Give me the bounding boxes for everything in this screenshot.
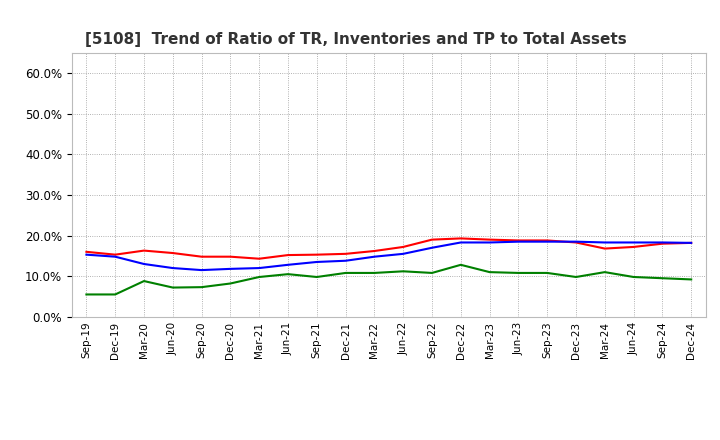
Trade Payables [341, 270, 350, 275]
Inventories [543, 239, 552, 244]
Trade Receivables [600, 246, 609, 251]
Trade Receivables [370, 248, 379, 253]
Trade Payables [370, 270, 379, 275]
Trade Receivables [168, 250, 177, 256]
Inventories [687, 240, 696, 246]
Trade Payables [658, 275, 667, 281]
Trade Payables [226, 281, 235, 286]
Trade Receivables [428, 237, 436, 242]
Trade Receivables [514, 238, 523, 243]
Trade Receivables [399, 244, 408, 249]
Trade Payables [399, 269, 408, 274]
Inventories [226, 266, 235, 271]
Trade Receivables [284, 253, 292, 258]
Inventories [284, 262, 292, 268]
Trade Payables [82, 292, 91, 297]
Trade Payables [600, 269, 609, 275]
Inventories [255, 265, 264, 271]
Inventories [658, 240, 667, 245]
Inventories [312, 259, 321, 264]
Trade Payables [255, 275, 264, 280]
Inventories [399, 251, 408, 257]
Trade Payables [140, 279, 148, 284]
Inventories [197, 268, 206, 273]
Inventories [572, 239, 580, 244]
Trade Receivables [82, 249, 91, 254]
Trade Payables [312, 275, 321, 280]
Line: Inventories: Inventories [86, 242, 691, 270]
Inventories [82, 252, 91, 257]
Trade Receivables [255, 256, 264, 261]
Trade Payables [428, 270, 436, 275]
Trade Payables [456, 262, 465, 268]
Inventories [456, 240, 465, 245]
Trade Payables [687, 277, 696, 282]
Trade Payables [485, 269, 494, 275]
Trade Receivables [341, 251, 350, 257]
Line: Trade Receivables: Trade Receivables [86, 238, 691, 259]
Inventories [514, 239, 523, 244]
Inventories [485, 240, 494, 245]
Inventories [111, 254, 120, 259]
Trade Payables [629, 275, 638, 280]
Trade Receivables [226, 254, 235, 259]
Line: Trade Payables: Trade Payables [86, 265, 691, 294]
Trade Receivables [197, 254, 206, 259]
Trade Payables [543, 270, 552, 275]
Trade Receivables [140, 248, 148, 253]
Inventories [140, 261, 148, 267]
Trade Payables [284, 271, 292, 277]
Trade Payables [168, 285, 177, 290]
Trade Payables [111, 292, 120, 297]
Trade Receivables [543, 238, 552, 243]
Inventories [168, 265, 177, 271]
Trade Receivables [658, 241, 667, 246]
Inventories [428, 245, 436, 250]
Trade Receivables [111, 252, 120, 257]
Inventories [341, 258, 350, 264]
Text: [5108]  Trend of Ratio of TR, Inventories and TP to Total Assets: [5108] Trend of Ratio of TR, Inventories… [85, 33, 626, 48]
Trade Receivables [629, 244, 638, 249]
Trade Receivables [485, 237, 494, 242]
Trade Payables [514, 270, 523, 275]
Inventories [370, 254, 379, 259]
Trade Receivables [456, 236, 465, 241]
Trade Receivables [312, 252, 321, 257]
Trade Payables [197, 285, 206, 290]
Trade Receivables [572, 240, 580, 245]
Trade Receivables [687, 240, 696, 246]
Trade Payables [572, 275, 580, 280]
Inventories [629, 240, 638, 245]
Inventories [600, 240, 609, 245]
